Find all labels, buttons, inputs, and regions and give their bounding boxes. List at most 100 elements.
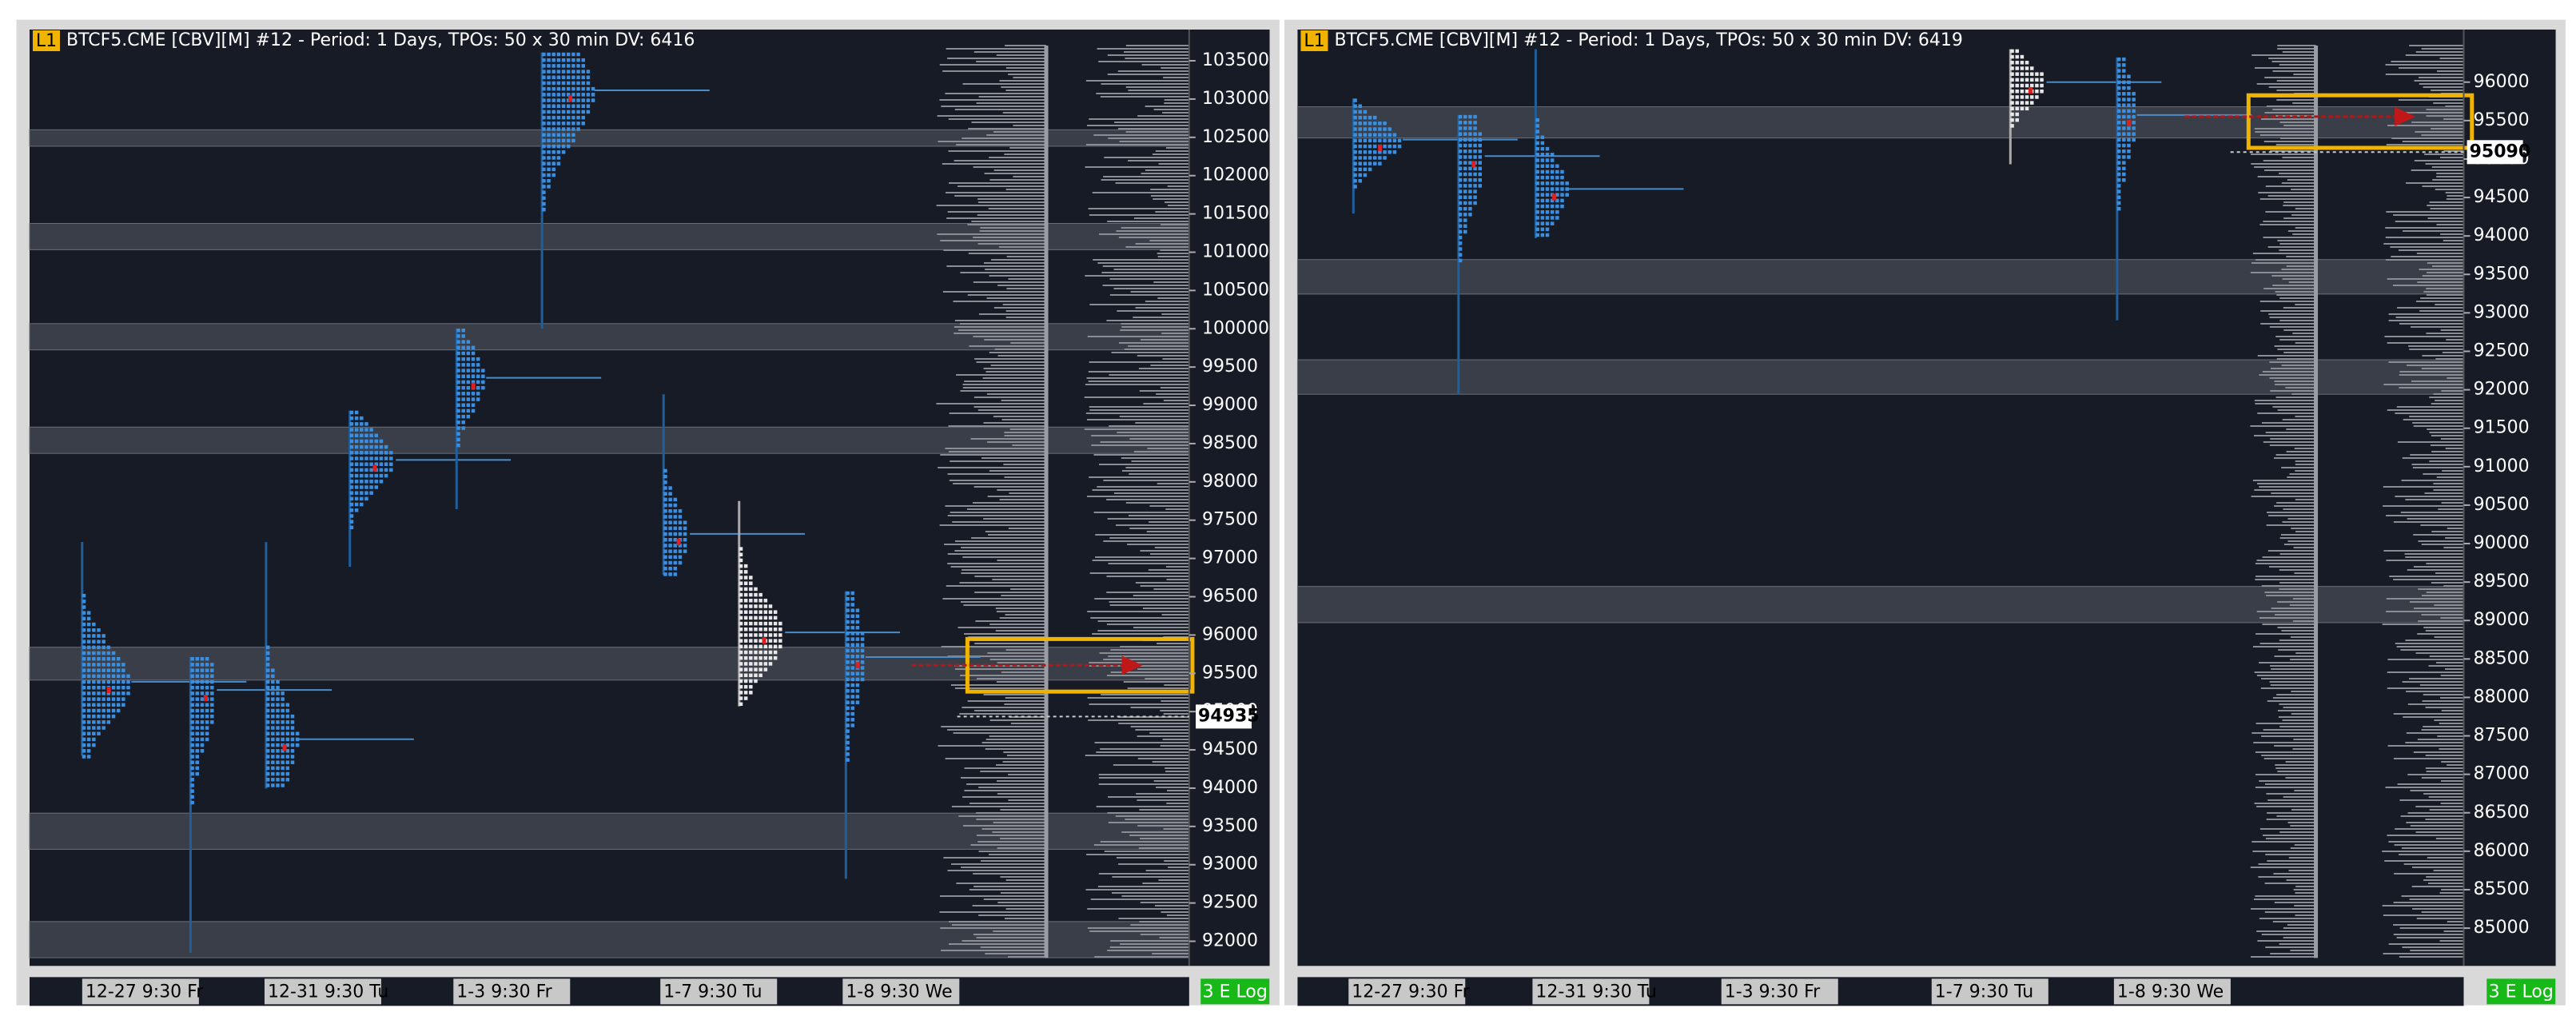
tpo-cell [200,674,205,679]
tpo-cell [547,70,551,74]
tpo-cell [768,616,773,620]
tpo-cell [571,138,575,143]
tpo-cell [551,93,555,97]
tpo-cell [2010,49,2014,54]
tpo-cell [82,749,86,753]
tpo-cell [92,639,96,643]
tpo-cell [763,667,768,671]
tpo-cell [668,509,672,513]
tpo-cell [281,726,285,730]
tpo-cell [210,663,214,667]
tpo-cell [1535,210,1539,214]
tpo-cell [290,720,295,724]
tpo-cell [743,667,748,671]
tpo-cell [205,679,209,684]
tpo-cell [673,555,678,560]
tpo-cell [551,133,555,137]
tpo-cell [855,648,860,653]
tpo-cell [2010,66,2014,70]
tpo-cell [773,616,778,620]
tpo-cell [360,468,364,472]
tpo-cell [2025,83,2029,88]
y-tick-label: 87000 [2474,764,2530,784]
tpo-cell [542,201,546,206]
tpo-cell [285,771,290,776]
tpo-cell [364,473,368,478]
tpo-cell [121,679,125,684]
tpo-cell [1358,138,1362,143]
tpo-cell [290,760,295,764]
tpo-cell [97,691,101,695]
tpo-cell [471,397,476,401]
tpo-cell [2010,78,2014,82]
tpo-cell [739,587,743,592]
tpo-cell [102,691,106,695]
tpo-cell [1463,189,1467,193]
tpo-cell [2020,54,2025,59]
tpo-cell [1535,221,1539,225]
tpo-cell [102,708,106,713]
log-button[interactable] [1200,978,1270,1005]
tpo-cell [374,485,379,489]
tpo-cell [354,444,359,449]
tpo-cell [271,743,275,747]
tpo-cell [768,604,773,608]
tpo-cell [1468,189,1472,193]
tpo-cell [265,674,270,679]
x-label-bg [2113,978,2231,1005]
tpo-cell [190,749,194,753]
tpo-cell [846,591,850,596]
tpo-cell [476,392,480,396]
tpo-cell [547,58,551,62]
tpo-cell [1540,153,1545,157]
tpo-cell [551,115,555,120]
tpo-cell [1478,137,1482,142]
tpo-cell [102,634,106,638]
tpo-cell [749,599,753,603]
tpo-cell [591,93,595,97]
tpo-cell [561,86,566,91]
tpo-cell [1468,177,1472,182]
tpo-cell [2035,89,2039,94]
tpo-cell [739,616,743,620]
tpo-cell [126,674,130,679]
tpo-cell [1458,218,1463,222]
tpo-cell [1545,227,1550,232]
tpo-cell [1473,132,1477,136]
tpo-cell [763,644,768,649]
tpo-cell [285,726,290,730]
tpo-cell [92,708,96,713]
y-tick-label: 91000 [2474,456,2530,476]
tpo-cell [556,161,561,165]
tpo-cell [102,639,106,643]
tpo-cell [1458,224,1463,229]
tpo-cell [778,621,782,626]
y-tick-label: 95500 [2474,110,2530,130]
tpo-cell [663,572,667,576]
tpo-cell [855,608,860,612]
tpo-cell [461,414,465,419]
tpo-cell [2127,103,2131,107]
tpo-cell [360,433,364,438]
tpo-cell [1463,126,1467,130]
tpo-cell [846,740,850,745]
tpo-cell [1540,204,1545,209]
log-button[interactable] [2486,978,2556,1005]
tpo-cell [758,633,762,637]
tpo-cell [466,385,471,390]
tpo-cell [456,397,460,401]
tpo-cell [576,104,580,108]
tpo-cell [556,86,561,91]
tpo-cell [1535,124,1539,128]
y-tick-label: 96000 [2474,72,2530,92]
tpo-cell [1555,198,1559,203]
tpo-cell [860,632,865,636]
tpo-cell [743,610,748,614]
tpo-cell [1353,150,1357,154]
tpo-cell [271,766,275,771]
tpo-cell [663,480,667,484]
x-label-bg [1348,978,1466,1005]
tpo-cell [739,604,743,608]
tpo-cell [265,679,270,684]
